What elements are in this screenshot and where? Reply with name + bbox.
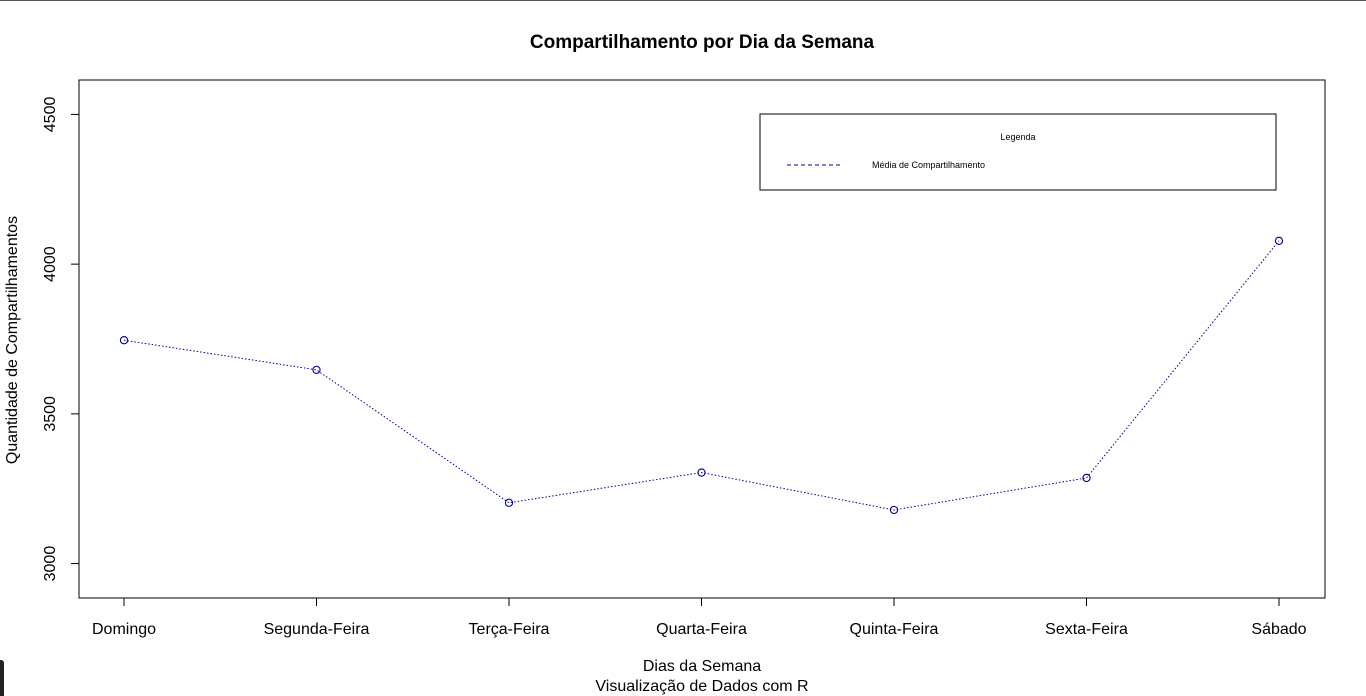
data-point-marker <box>312 365 321 374</box>
data-point-marker <box>697 468 706 477</box>
x-axis-label: Dias da Semana <box>643 658 761 675</box>
y-tick-label: 4000 <box>42 246 59 282</box>
y-tick-label: 4500 <box>42 97 59 133</box>
x-tick-label: Sábado <box>1251 621 1306 638</box>
x-axis: Domingo Segunda-Feira Terça-Feira Quarta-Fe… <box>92 598 1307 638</box>
x-tick-label: Domingo <box>92 621 156 638</box>
legend-box <box>759 113 1277 191</box>
y-axis-label: Quantidade de Compartilhamentos <box>4 216 21 464</box>
x-axis-sublabel: Visualização de Dados com R <box>595 678 808 695</box>
x-tick-label: Sexta-Feira <box>1045 621 1128 638</box>
data-point-marker <box>1082 473 1091 483</box>
y-tick-label: 3000 <box>42 546 59 582</box>
data-point-marker <box>504 498 514 507</box>
series-line <box>123 240 1280 511</box>
y-axis: 3000 3500 4000 4500 <box>42 97 79 582</box>
x-tick-label: Quarta-Feira <box>656 621 747 638</box>
x-tick-label: Quinta-Feira <box>850 621 939 638</box>
legend-title: Legenda <box>1000 132 1035 142</box>
window-corner-handle <box>0 660 4 696</box>
legend: Legenda Média de Compartilhamento <box>759 113 1277 191</box>
data-point-marker <box>889 505 899 515</box>
series-layer <box>119 236 1284 515</box>
x-tick-label: Segunda-Feira <box>264 621 370 638</box>
legend-entry-label: Média de Compartilhamento <box>872 160 985 170</box>
x-tick-label: Terça-Feira <box>469 621 550 638</box>
data-point-marker <box>119 336 129 345</box>
y-tick-label: 3500 <box>42 396 59 432</box>
chart-title: Compartilhamento por Dia da Semana <box>530 32 875 53</box>
data-point-marker <box>1274 236 1284 245</box>
